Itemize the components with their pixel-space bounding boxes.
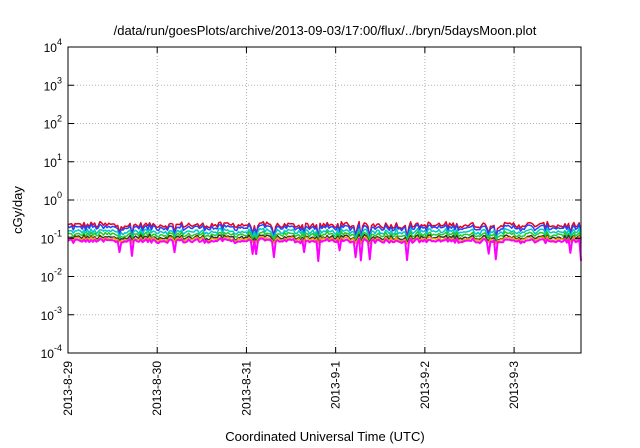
x-tick-label: 2013-8-31 <box>239 361 253 416</box>
x-tick-label: 2013-9-2 <box>418 361 432 409</box>
y-tick-label: 10-2 <box>41 267 62 285</box>
y-axis: 10-4 10-3 10-2 10-1 100 101 102 103 104 <box>41 37 581 361</box>
y-axis-label: cGy/day <box>10 186 25 234</box>
chart-title: /data/run/goesPlots/archive/2013-09-03/1… <box>114 23 537 38</box>
y-tick-label: 100 <box>44 190 62 208</box>
y-tick-label: 104 <box>44 37 62 55</box>
series-layer <box>67 220 582 263</box>
y-tick-label: 103 <box>44 75 62 93</box>
grid <box>67 47 581 353</box>
plot-frame <box>67 46 582 354</box>
y-tick-label: 10-4 <box>41 343 62 361</box>
x-tick-label: 2013-9-3 <box>507 361 521 409</box>
series-line <box>67 235 582 245</box>
x-axis: 2013-8-29 2013-8-30 2013-8-31 2013-9-1 2013-… <box>61 47 521 416</box>
x-tick-label: 2013-8-29 <box>61 361 75 416</box>
x-axis-label: Coordinated Universal Time (UTC) <box>225 429 424 444</box>
y-tick-label: 10-3 <box>41 305 62 323</box>
x-tick-label: 2013-8-30 <box>150 361 164 416</box>
y-tick-label: 101 <box>44 152 62 170</box>
x-tick-label: 2013-9-1 <box>329 361 343 409</box>
y-tick-label: 10-1 <box>41 228 62 246</box>
series-line <box>67 237 582 263</box>
y-tick-label: 102 <box>44 114 62 132</box>
